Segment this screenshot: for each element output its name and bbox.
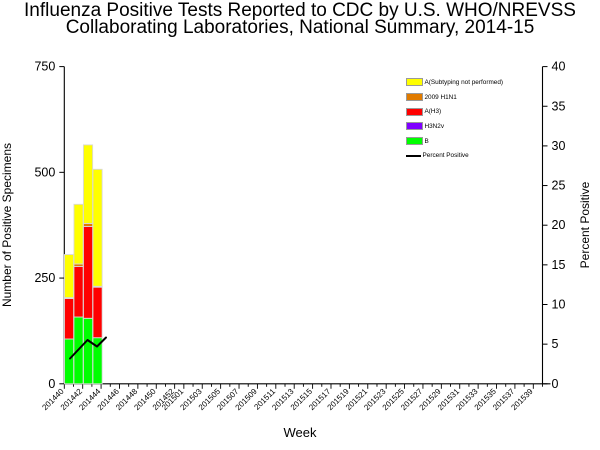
svg-text:250: 250 xyxy=(34,271,55,285)
svg-text:30: 30 xyxy=(552,139,566,153)
svg-text:40: 40 xyxy=(552,60,566,74)
svg-text:500: 500 xyxy=(34,165,55,179)
svg-text:25: 25 xyxy=(552,179,566,193)
svg-text:0: 0 xyxy=(48,377,55,391)
svg-text:0: 0 xyxy=(552,377,559,391)
svg-text:750: 750 xyxy=(34,60,55,74)
svg-text:5: 5 xyxy=(552,337,559,351)
svg-text:10: 10 xyxy=(552,298,566,312)
svg-text:20: 20 xyxy=(552,218,566,232)
svg-text:35: 35 xyxy=(552,99,566,113)
svg-text:15: 15 xyxy=(552,258,566,272)
